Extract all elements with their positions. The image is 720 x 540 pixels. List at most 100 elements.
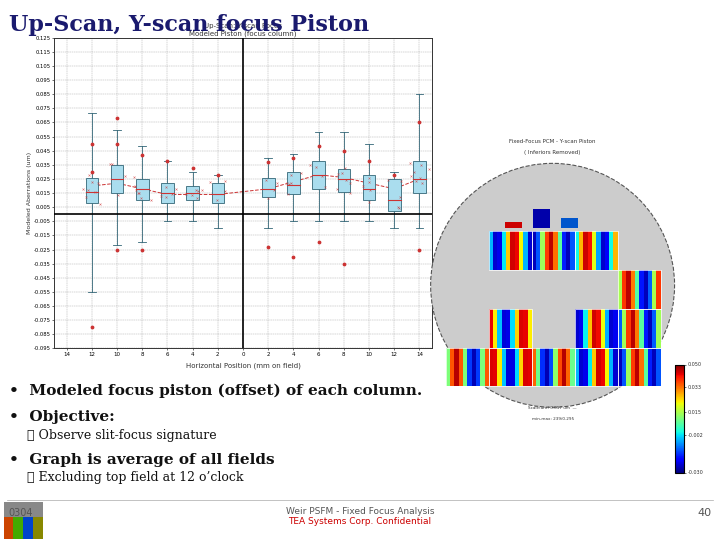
Bar (454, 348, 459, 387)
Point (161, 156, 174, 165)
Point (313, 142, 325, 151)
Text: ★ Observe slit-focus signature: ★ Observe slit-focus signature (27, 429, 216, 442)
Point (382, 176, 393, 184)
Bar (618, 309, 661, 348)
Point (111, 245, 122, 254)
Bar (23, 517, 33, 539)
Bar (519, 309, 523, 348)
Bar (631, 348, 635, 387)
Bar (515, 309, 519, 348)
Bar (657, 309, 661, 348)
Point (269, 186, 280, 194)
Bar (596, 348, 600, 387)
Point (135, 193, 147, 202)
Point (287, 153, 300, 162)
Bar (600, 231, 605, 270)
Point (344, 179, 356, 188)
Point (395, 193, 406, 202)
Text: Weir PSFM - Fixed Focus Analysis: Weir PSFM - Fixed Focus Analysis (286, 507, 434, 516)
Bar (644, 309, 648, 348)
Point (285, 171, 297, 179)
Bar (541, 231, 545, 270)
Bar (575, 231, 579, 270)
Bar (489, 348, 532, 387)
Bar (579, 309, 583, 348)
Bar (463, 348, 467, 387)
Bar (592, 309, 596, 348)
Bar (549, 348, 553, 387)
Bar (583, 231, 588, 270)
Bar (648, 309, 652, 348)
Bar (363, 175, 375, 200)
Point (132, 189, 143, 198)
Bar (605, 348, 609, 387)
Bar (545, 348, 549, 387)
Bar (605, 309, 609, 348)
Bar (644, 348, 648, 387)
Bar (570, 231, 575, 270)
Bar (506, 348, 510, 387)
Point (187, 163, 199, 172)
Bar (498, 309, 502, 348)
Bar (549, 231, 553, 270)
Point (191, 186, 202, 194)
Point (84, 171, 95, 180)
Bar (186, 186, 199, 200)
Bar (562, 348, 566, 387)
Bar (639, 309, 644, 348)
Bar (566, 348, 570, 387)
Bar (480, 348, 485, 387)
Point (219, 186, 230, 195)
Point (86, 139, 98, 148)
Point (90, 188, 102, 197)
Bar (583, 309, 588, 348)
Bar (648, 348, 652, 387)
Bar (639, 270, 644, 309)
Bar (652, 309, 657, 348)
Point (332, 185, 343, 194)
Bar (510, 309, 515, 348)
Bar (579, 348, 583, 387)
Point (364, 198, 375, 207)
Bar (312, 160, 325, 189)
Bar (613, 231, 618, 270)
Bar (493, 348, 498, 387)
Point (392, 202, 403, 211)
Bar (86, 178, 98, 203)
Bar (639, 348, 644, 387)
Point (92, 179, 104, 187)
Point (310, 163, 321, 172)
Bar (583, 348, 588, 387)
Bar (459, 348, 463, 387)
X-axis label: Horizontal Position (mm on field): Horizontal Position (mm on field) (186, 362, 300, 369)
Point (136, 151, 148, 159)
Bar (519, 348, 523, 387)
Text: •  Graph is average of all fields: • Graph is average of all fields (9, 453, 274, 467)
Bar (502, 231, 506, 270)
Point (313, 238, 325, 247)
Text: TEA Systems Corp. Confidential: TEA Systems Corp. Confidential (289, 517, 431, 526)
Point (263, 193, 274, 202)
Bar (536, 348, 541, 387)
Bar (553, 231, 557, 270)
Point (77, 185, 89, 193)
Point (405, 171, 417, 180)
Bar (528, 309, 532, 348)
Bar (557, 231, 562, 270)
Point (192, 186, 204, 195)
Bar (515, 231, 519, 270)
Point (338, 146, 350, 155)
Point (282, 190, 294, 199)
Bar (446, 348, 450, 387)
Point (212, 171, 224, 179)
Point (145, 196, 157, 205)
Bar (498, 348, 502, 387)
Bar (600, 348, 605, 387)
Bar (618, 270, 622, 309)
Bar (262, 178, 274, 197)
Point (111, 114, 122, 123)
Point (393, 204, 405, 212)
Bar (592, 348, 596, 387)
Point (112, 191, 124, 199)
Point (415, 160, 426, 169)
